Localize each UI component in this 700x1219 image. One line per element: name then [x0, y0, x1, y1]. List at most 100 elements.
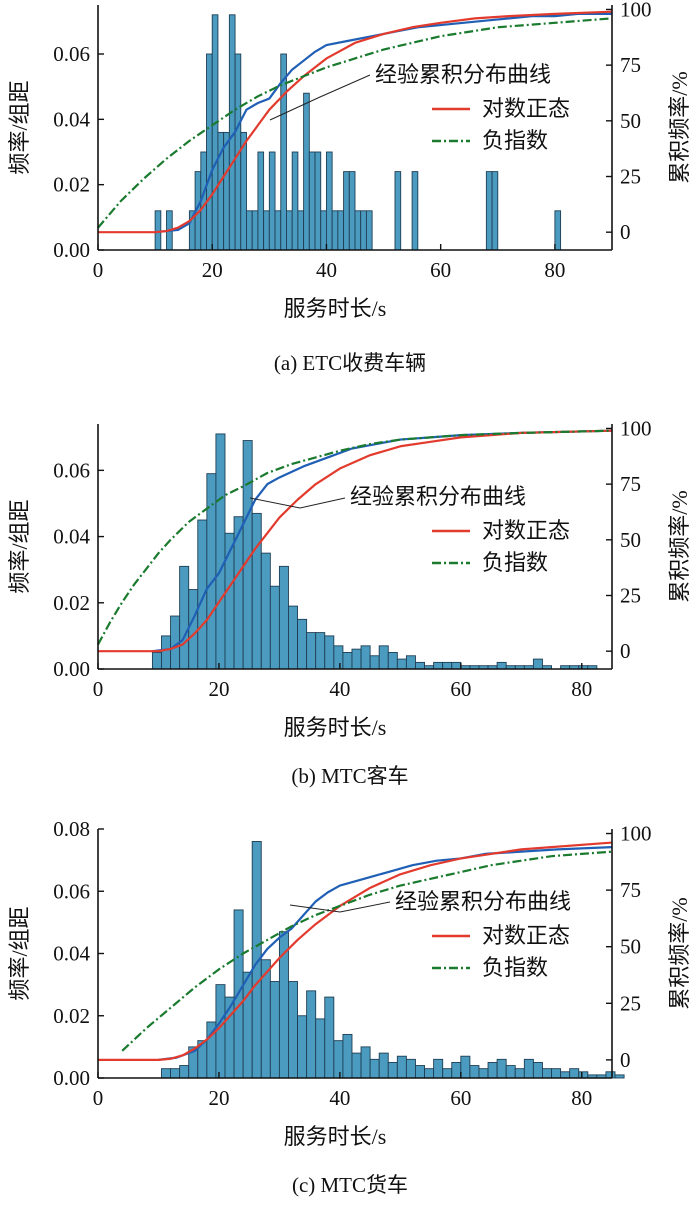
histogram-bar — [306, 632, 317, 670]
histogram-bar — [246, 210, 253, 251]
annotation-leader — [289, 901, 391, 913]
histogram-bar — [348, 171, 356, 251]
histogram-bar — [269, 585, 280, 670]
histogram-bar — [286, 210, 293, 251]
histogram-bar — [269, 981, 280, 1079]
histogram-bars — [161, 841, 625, 1079]
histogram-bar — [560, 1071, 571, 1079]
histogram-bar — [469, 1065, 480, 1079]
y-right-axis-title: 累积频率/% — [667, 490, 692, 602]
y-left-tick-label: 0.04 — [53, 942, 90, 966]
legend-label-exponential: 负指数 — [482, 128, 548, 153]
histogram-bar — [451, 1061, 462, 1079]
histogram-bar — [569, 1068, 580, 1079]
panel-caption: (c) MTC货车 — [292, 1173, 408, 1197]
histogram-bar — [487, 1061, 498, 1079]
histogram-bar — [542, 1068, 552, 1079]
histogram-bar — [333, 1040, 344, 1079]
histogram-bar — [325, 151, 333, 251]
histogram-bar — [170, 1068, 181, 1079]
histogram-bar — [314, 151, 322, 251]
histogram-bar — [260, 552, 271, 670]
annotation-leader — [269, 74, 371, 121]
histogram-bar — [411, 171, 419, 251]
legend-label-lognormal: 对数正态 — [482, 518, 570, 543]
histogram-bar — [433, 1058, 444, 1079]
histogram-bar — [206, 473, 217, 670]
histogram-bar — [478, 1068, 489, 1079]
series-line-lognormal — [98, 841, 613, 1061]
histogram-bar — [297, 1015, 308, 1079]
histogram-bar — [303, 92, 310, 251]
x-tick-label: 80 — [571, 1086, 592, 1110]
histogram-bar — [320, 210, 327, 251]
histogram-bar — [365, 210, 373, 251]
series-line-lognormal — [98, 10, 613, 234]
histogram-bar — [251, 210, 259, 251]
histogram-bar — [297, 618, 308, 670]
histogram-bar — [433, 661, 444, 670]
histogram-bar — [405, 1058, 416, 1079]
histogram-bar — [151, 652, 162, 670]
x-tick-label: 60 — [450, 1086, 471, 1110]
x-tick-label: 80 — [571, 677, 592, 701]
series-line-lognormal — [98, 429, 613, 653]
y-left-axis-title: 频率/组距 — [7, 906, 32, 1000]
histogram-bar — [215, 433, 226, 670]
histogram-bar — [306, 990, 317, 1079]
histogram-bar — [324, 996, 335, 1079]
x-tick-label: 80 — [544, 258, 565, 282]
histogram-bar — [578, 1071, 589, 1079]
histogram-bar — [496, 661, 507, 670]
chart-panel-a: 0 20 40 60 80 0.00 0.02 0.04 0.06 0 25 50 75 100 服务时长/… — [7, 0, 692, 375]
panel-caption: (b) MTC客车 — [291, 764, 408, 788]
x-tick-label: 60 — [430, 258, 451, 282]
histogram-bar — [288, 981, 299, 1079]
chart-panel-c: 0 20 40 60 80 0.00 0.02 0.04 0.06 0.08 0 25 50 75 100 服… — [7, 817, 692, 1197]
x-tick-label: 40 — [316, 258, 337, 282]
histogram-bar — [257, 151, 265, 251]
histogram-bar — [442, 1068, 453, 1079]
y-left-tick-label: 0.00 — [53, 238, 90, 262]
histogram-bar — [442, 661, 453, 670]
histogram-bar — [505, 1065, 516, 1079]
y-left-axis-title: 频率/组距 — [7, 499, 32, 593]
histogram-bar — [396, 1055, 407, 1079]
histogram-bar — [523, 1058, 534, 1079]
histogram-bar — [211, 14, 219, 251]
histogram-bar — [532, 658, 543, 670]
y-right-axis-title: 累积频率/% — [667, 897, 692, 1009]
series-line-exponential — [121, 850, 613, 1052]
histogram-bar — [291, 151, 299, 251]
y-left-tick-label: 0.00 — [53, 657, 90, 681]
histogram-bar — [396, 658, 407, 670]
histogram-bar — [333, 645, 344, 670]
legend-label-empirical: 经验累积分布曲线 — [350, 484, 526, 509]
histogram-bar — [215, 984, 226, 1079]
series-line-empirical-cdf — [155, 12, 612, 234]
histogram-bar — [605, 1071, 616, 1079]
y-left-tick-label: 0.04 — [53, 107, 90, 131]
series-line-exponential — [97, 429, 613, 646]
histogram-bar — [460, 1055, 471, 1079]
histogram-bar — [405, 655, 416, 670]
histogram-bar — [378, 1052, 389, 1079]
legend-label-empirical: 经验累积分布曲线 — [375, 62, 551, 87]
histogram-bar — [415, 1065, 425, 1079]
histogram-bar — [263, 210, 270, 251]
x-axis-title: 服务时长/s — [284, 715, 387, 740]
x-tick-label: 40 — [329, 1086, 350, 1110]
histogram-bar — [343, 171, 350, 251]
y-right-axis-title: 累积频率/% — [667, 71, 692, 183]
histogram-bar — [278, 565, 289, 670]
histogram-bar — [496, 1058, 507, 1079]
histogram-bar — [251, 512, 262, 670]
histogram-bar — [268, 151, 276, 251]
histogram-bar — [485, 171, 493, 251]
histogram-bar — [360, 1046, 371, 1079]
y-right-tick-label: 100 — [620, 416, 652, 440]
y-right-tick-label: 25 — [620, 991, 641, 1015]
